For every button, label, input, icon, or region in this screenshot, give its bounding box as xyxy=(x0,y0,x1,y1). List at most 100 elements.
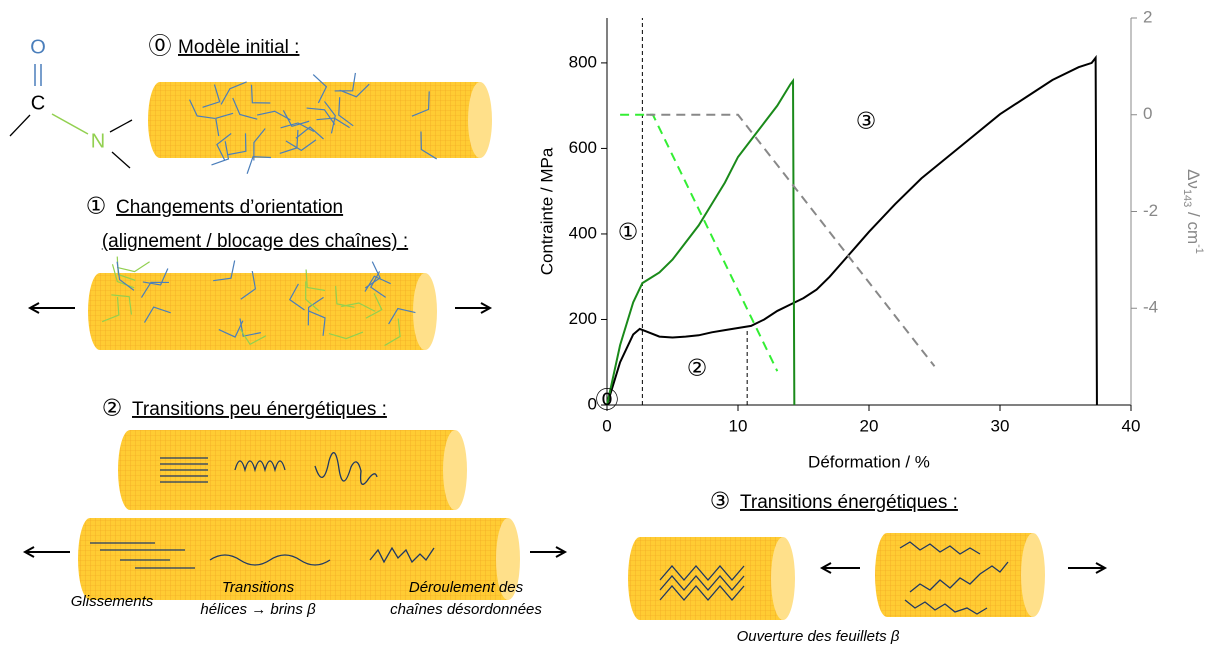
orientation-vector xyxy=(339,83,370,98)
x-tick-label: 30 xyxy=(991,416,1010,435)
cylinder-end xyxy=(413,273,437,350)
annotation: ② xyxy=(687,356,708,382)
y2-tick-label: -2 xyxy=(1143,201,1158,220)
orientation-vector xyxy=(384,318,401,347)
orientation-vector xyxy=(256,110,291,121)
x-axis-label: Déformation / % xyxy=(808,452,930,471)
orientation-vector xyxy=(111,294,133,315)
orientation-vector xyxy=(305,269,326,292)
y-tick-label: 0 xyxy=(588,394,597,413)
orientation-vector xyxy=(282,110,310,127)
series-line xyxy=(620,113,779,372)
chain xyxy=(234,460,286,473)
cylinder xyxy=(88,273,426,350)
caption: chaînes désordonnées xyxy=(390,601,542,618)
chain xyxy=(90,542,195,569)
step-title: Transitions peu énergétiques : xyxy=(132,399,387,420)
orientation-vector xyxy=(388,307,416,325)
orientation-vector xyxy=(216,133,232,161)
caption: Ouverture des feuillets β xyxy=(737,628,900,645)
chart: 0 10 20 30 400200400600800-4-202Déformation … xyxy=(537,7,1205,471)
x-tick-label: 40 xyxy=(1122,416,1141,435)
atom-c: C xyxy=(31,92,45,114)
orientation-vector xyxy=(213,260,236,282)
orientation-vector xyxy=(140,281,169,298)
y-tick-label: 800 xyxy=(569,52,597,71)
y2-axis-label-part: / cm xyxy=(1184,207,1203,244)
series-line xyxy=(606,77,796,406)
y2-tick-label: -4 xyxy=(1143,298,1158,317)
caption: Glissements xyxy=(71,593,154,610)
cylinder-end xyxy=(443,430,467,510)
x-tick-label: 10 xyxy=(729,416,748,435)
y-tick-label: 600 xyxy=(569,138,597,157)
orientation-vector xyxy=(220,81,247,105)
chain xyxy=(899,541,1009,615)
atom-n: N xyxy=(91,130,105,152)
cylinder xyxy=(628,537,783,620)
series-line xyxy=(606,54,1098,406)
chain xyxy=(659,565,745,601)
orientation-vector xyxy=(250,84,271,104)
orientation-vector xyxy=(295,126,324,140)
molecule: O C N xyxy=(9,36,133,169)
orientation-vector xyxy=(305,281,320,312)
orientation-vector xyxy=(232,97,258,120)
arrow xyxy=(819,562,860,574)
orientation-vector xyxy=(312,74,328,104)
series-line xyxy=(646,113,936,367)
step-title: Transitions énergétiques : xyxy=(740,492,958,513)
y2-axis-label: Δν143 / cm-1 xyxy=(1181,169,1205,254)
annotation: ③ xyxy=(856,109,877,135)
cylinder-end xyxy=(1021,533,1045,617)
orientation-vector xyxy=(288,283,305,311)
y2-axis-label-part: 143 xyxy=(1181,189,1193,207)
y2-axis-label-part: -1 xyxy=(1193,244,1205,254)
step-number: ② xyxy=(102,396,123,422)
orientation-vector xyxy=(365,293,383,319)
cylinder xyxy=(118,430,455,510)
step-title: Changements d’orientation xyxy=(116,197,343,218)
orientation-vector xyxy=(116,261,150,273)
orientation-vector xyxy=(308,310,326,336)
cylinder xyxy=(148,82,480,158)
cylinder-end xyxy=(468,82,492,158)
x-tick-label: 0 xyxy=(602,416,611,435)
orientation-vector xyxy=(364,261,381,289)
orientation-vector xyxy=(307,296,324,326)
orientation-vector xyxy=(338,97,354,127)
caption: hélices → brins β xyxy=(200,601,316,618)
atom-o: O xyxy=(30,36,46,58)
orientation-vector xyxy=(253,128,266,161)
orientation-vector xyxy=(420,131,437,160)
arrow xyxy=(27,302,75,314)
cylinder-end xyxy=(771,537,795,620)
orientation-vector xyxy=(202,84,221,108)
orientation-vector xyxy=(101,297,120,323)
orientation-vector xyxy=(334,285,355,308)
y-tick-label: 400 xyxy=(569,223,597,242)
caption: Transitions xyxy=(222,579,295,596)
step-title: Modèle initial : xyxy=(178,37,299,58)
orientation-vector xyxy=(189,99,216,120)
annotation: ⓪ xyxy=(596,388,619,414)
chain xyxy=(160,457,208,483)
y2-tick-label: 2 xyxy=(1143,7,1152,26)
orientation-vector xyxy=(280,122,315,133)
x-tick-label: 20 xyxy=(860,416,879,435)
orientation-vector xyxy=(411,91,430,117)
orientation-vector xyxy=(306,107,336,125)
annotation: ① xyxy=(618,220,639,246)
orientation-vector xyxy=(143,306,171,323)
arrow xyxy=(530,546,568,558)
caption: Déroulement des xyxy=(409,579,524,596)
cylinder-end xyxy=(496,518,520,600)
y-axis-label: Contrainte / MPa xyxy=(537,147,556,275)
chain xyxy=(369,546,435,564)
orientation-vector xyxy=(218,320,244,338)
chain xyxy=(314,452,378,485)
y-tick-label: 200 xyxy=(569,309,597,328)
orientation-vector xyxy=(211,141,230,166)
orientation-vector xyxy=(228,133,247,156)
